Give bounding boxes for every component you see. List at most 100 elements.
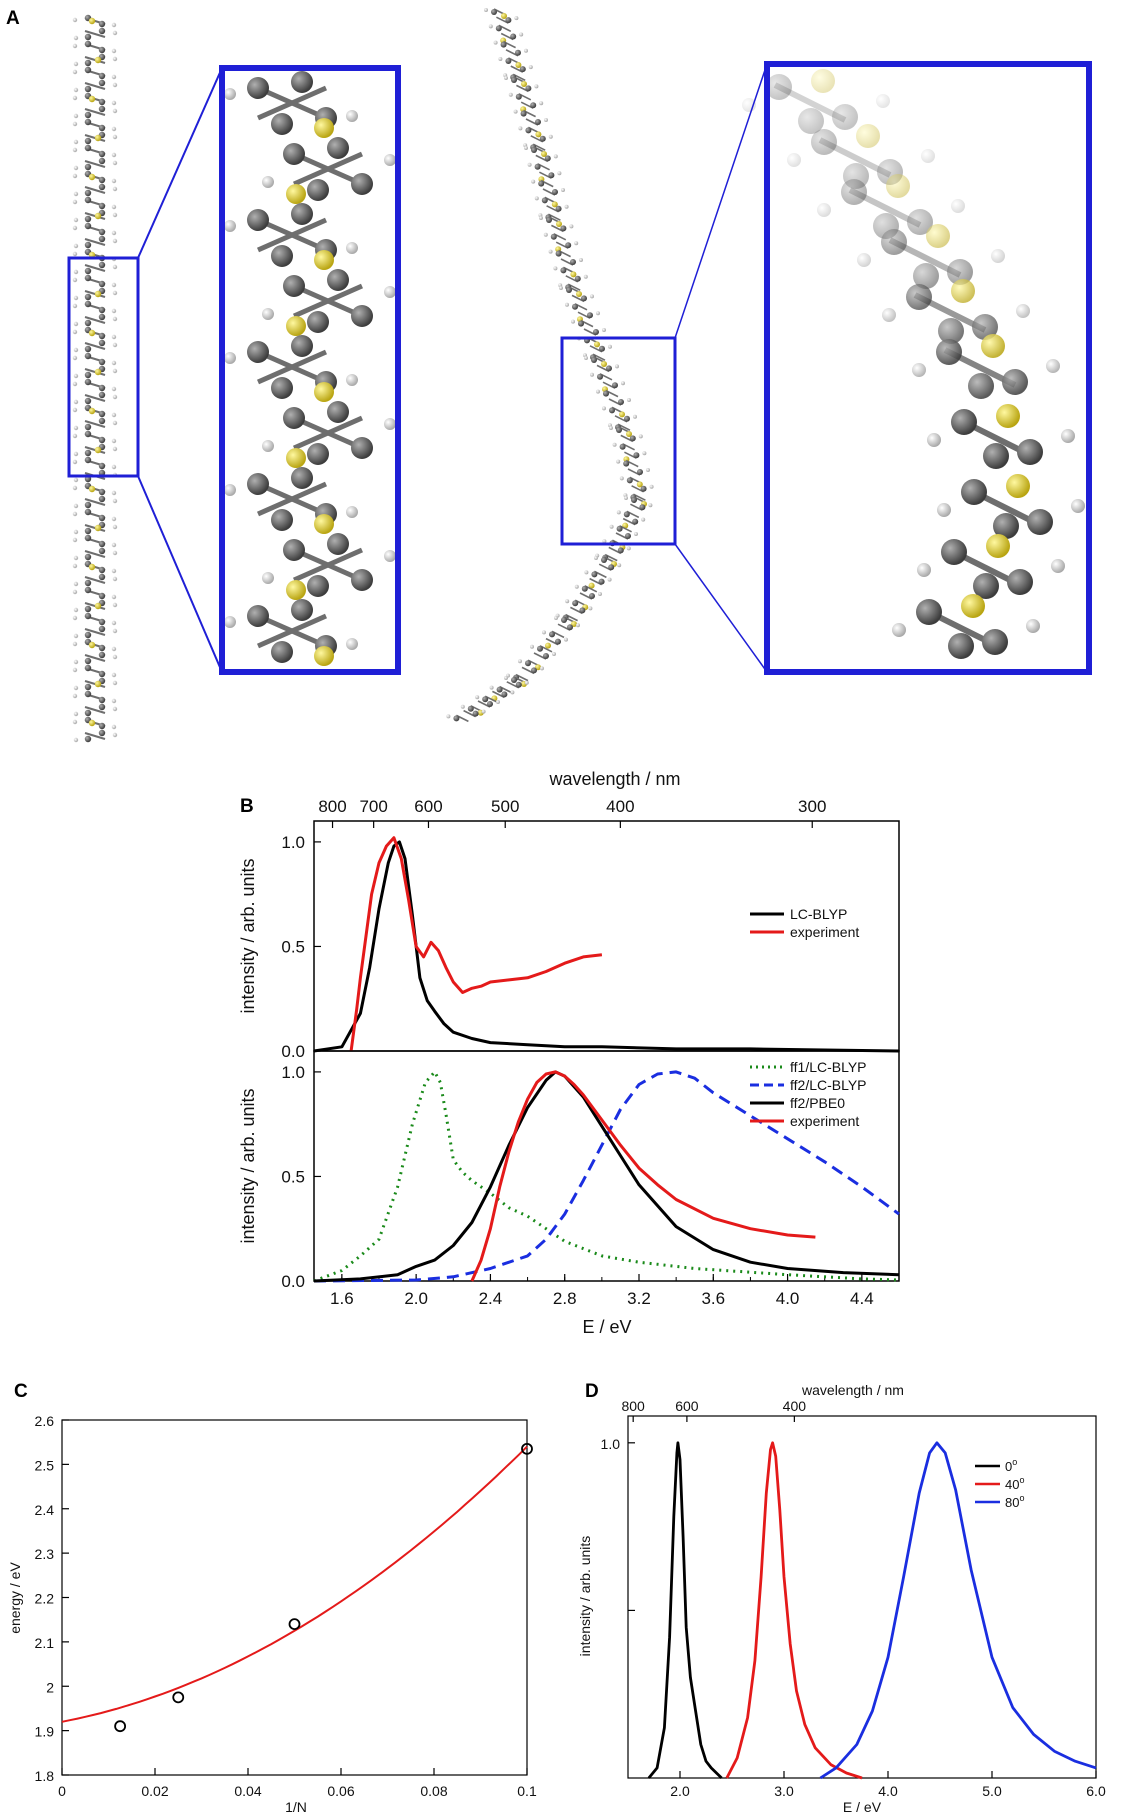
b-wavelength-tick-label: 300 <box>798 797 826 816</box>
c-data-point <box>288 1618 301 1631</box>
atom <box>607 577 612 582</box>
atom <box>565 599 570 604</box>
bond <box>84 342 106 350</box>
b-bottom-x-tick-label: 1.6 <box>330 1289 354 1308</box>
atom <box>623 460 630 467</box>
atom <box>629 435 636 442</box>
atom <box>84 586 92 594</box>
atom <box>72 277 78 283</box>
atom <box>584 570 589 575</box>
atom <box>566 287 572 293</box>
atom <box>94 56 102 64</box>
b-bottom-series-ff2-lc-blyp <box>313 1070 900 1283</box>
atom <box>552 189 558 195</box>
atom <box>913 263 939 289</box>
c-y-tick-label: 2.3 <box>35 1546 55 1562</box>
atom <box>98 547 106 555</box>
atom <box>112 186 118 192</box>
d-x-label: E / eV <box>843 1799 882 1815</box>
d-series-40 <box>725 1441 863 1780</box>
atom <box>98 670 106 678</box>
atom <box>531 147 537 153</box>
atom <box>625 533 631 539</box>
atom <box>111 178 117 184</box>
b-top-series-experiment <box>349 836 603 1052</box>
atom <box>112 706 118 712</box>
atom <box>327 401 349 423</box>
atom <box>291 599 313 621</box>
atom <box>307 575 329 597</box>
atom <box>936 339 962 365</box>
atom <box>94 602 102 610</box>
atom <box>111 230 117 236</box>
c-x-tick-label: 0.02 <box>141 1783 168 1799</box>
atom <box>626 431 632 437</box>
atom <box>973 573 999 599</box>
atom <box>73 165 79 171</box>
c-data-point <box>114 1720 127 1733</box>
atom <box>916 599 942 625</box>
atom <box>581 295 587 302</box>
atom <box>73 737 79 743</box>
b-top-y-tick-label: 0.0 <box>281 1042 305 1061</box>
atom <box>72 433 78 439</box>
atom <box>534 196 539 201</box>
atom <box>262 176 274 188</box>
atom <box>98 261 106 269</box>
bond <box>84 706 106 714</box>
c-y-tick-label: 1.8 <box>35 1768 55 1784</box>
atom <box>283 275 305 297</box>
atom <box>615 364 619 369</box>
atom <box>624 496 628 500</box>
atom <box>638 434 643 439</box>
atom <box>619 476 624 481</box>
atom <box>72 537 78 543</box>
atom <box>876 94 890 108</box>
atom <box>84 709 92 717</box>
atom <box>555 250 562 257</box>
atom <box>72 589 78 595</box>
atom <box>602 406 606 411</box>
atom <box>766 74 792 100</box>
atom <box>493 40 498 45</box>
atom <box>571 319 575 324</box>
b-top-axis-label: wavelength / nm <box>548 769 680 789</box>
atom <box>88 329 96 337</box>
atom <box>291 467 313 489</box>
atom <box>112 264 118 270</box>
legend-label-80deg: 80o <box>1005 1493 1024 1510</box>
atom <box>84 345 92 353</box>
atom <box>84 735 92 743</box>
straight-polymer-chain <box>72 14 118 743</box>
atom <box>560 267 567 274</box>
atom <box>112 420 118 426</box>
atom <box>112 290 118 296</box>
atom <box>72 121 78 127</box>
d-x-ticks: 2.0 3.0 4.0 5.0 6.0 <box>670 1771 1106 1799</box>
b-bottom-series-experiment <box>470 1070 816 1282</box>
atom <box>98 703 106 711</box>
atom <box>618 399 624 405</box>
atom <box>555 638 561 645</box>
atom <box>84 111 92 119</box>
atom <box>271 245 293 267</box>
atom <box>84 579 92 587</box>
atom <box>72 407 78 413</box>
zoom-frame-left <box>67 65 401 675</box>
atom <box>98 46 106 54</box>
atom <box>505 57 512 64</box>
atom <box>621 381 625 386</box>
zoom-frame-right <box>560 61 1092 675</box>
atom <box>111 386 117 392</box>
atom <box>524 680 529 685</box>
b-top-y-tick-label: 1.0 <box>281 833 305 852</box>
atom <box>564 637 568 642</box>
atom <box>224 220 236 232</box>
atom <box>98 573 106 581</box>
b-wavelength-tick-label: 400 <box>606 797 634 816</box>
atom <box>112 368 118 374</box>
bond <box>84 316 106 324</box>
atom <box>539 135 546 142</box>
atom <box>84 508 92 516</box>
atom <box>591 357 597 363</box>
